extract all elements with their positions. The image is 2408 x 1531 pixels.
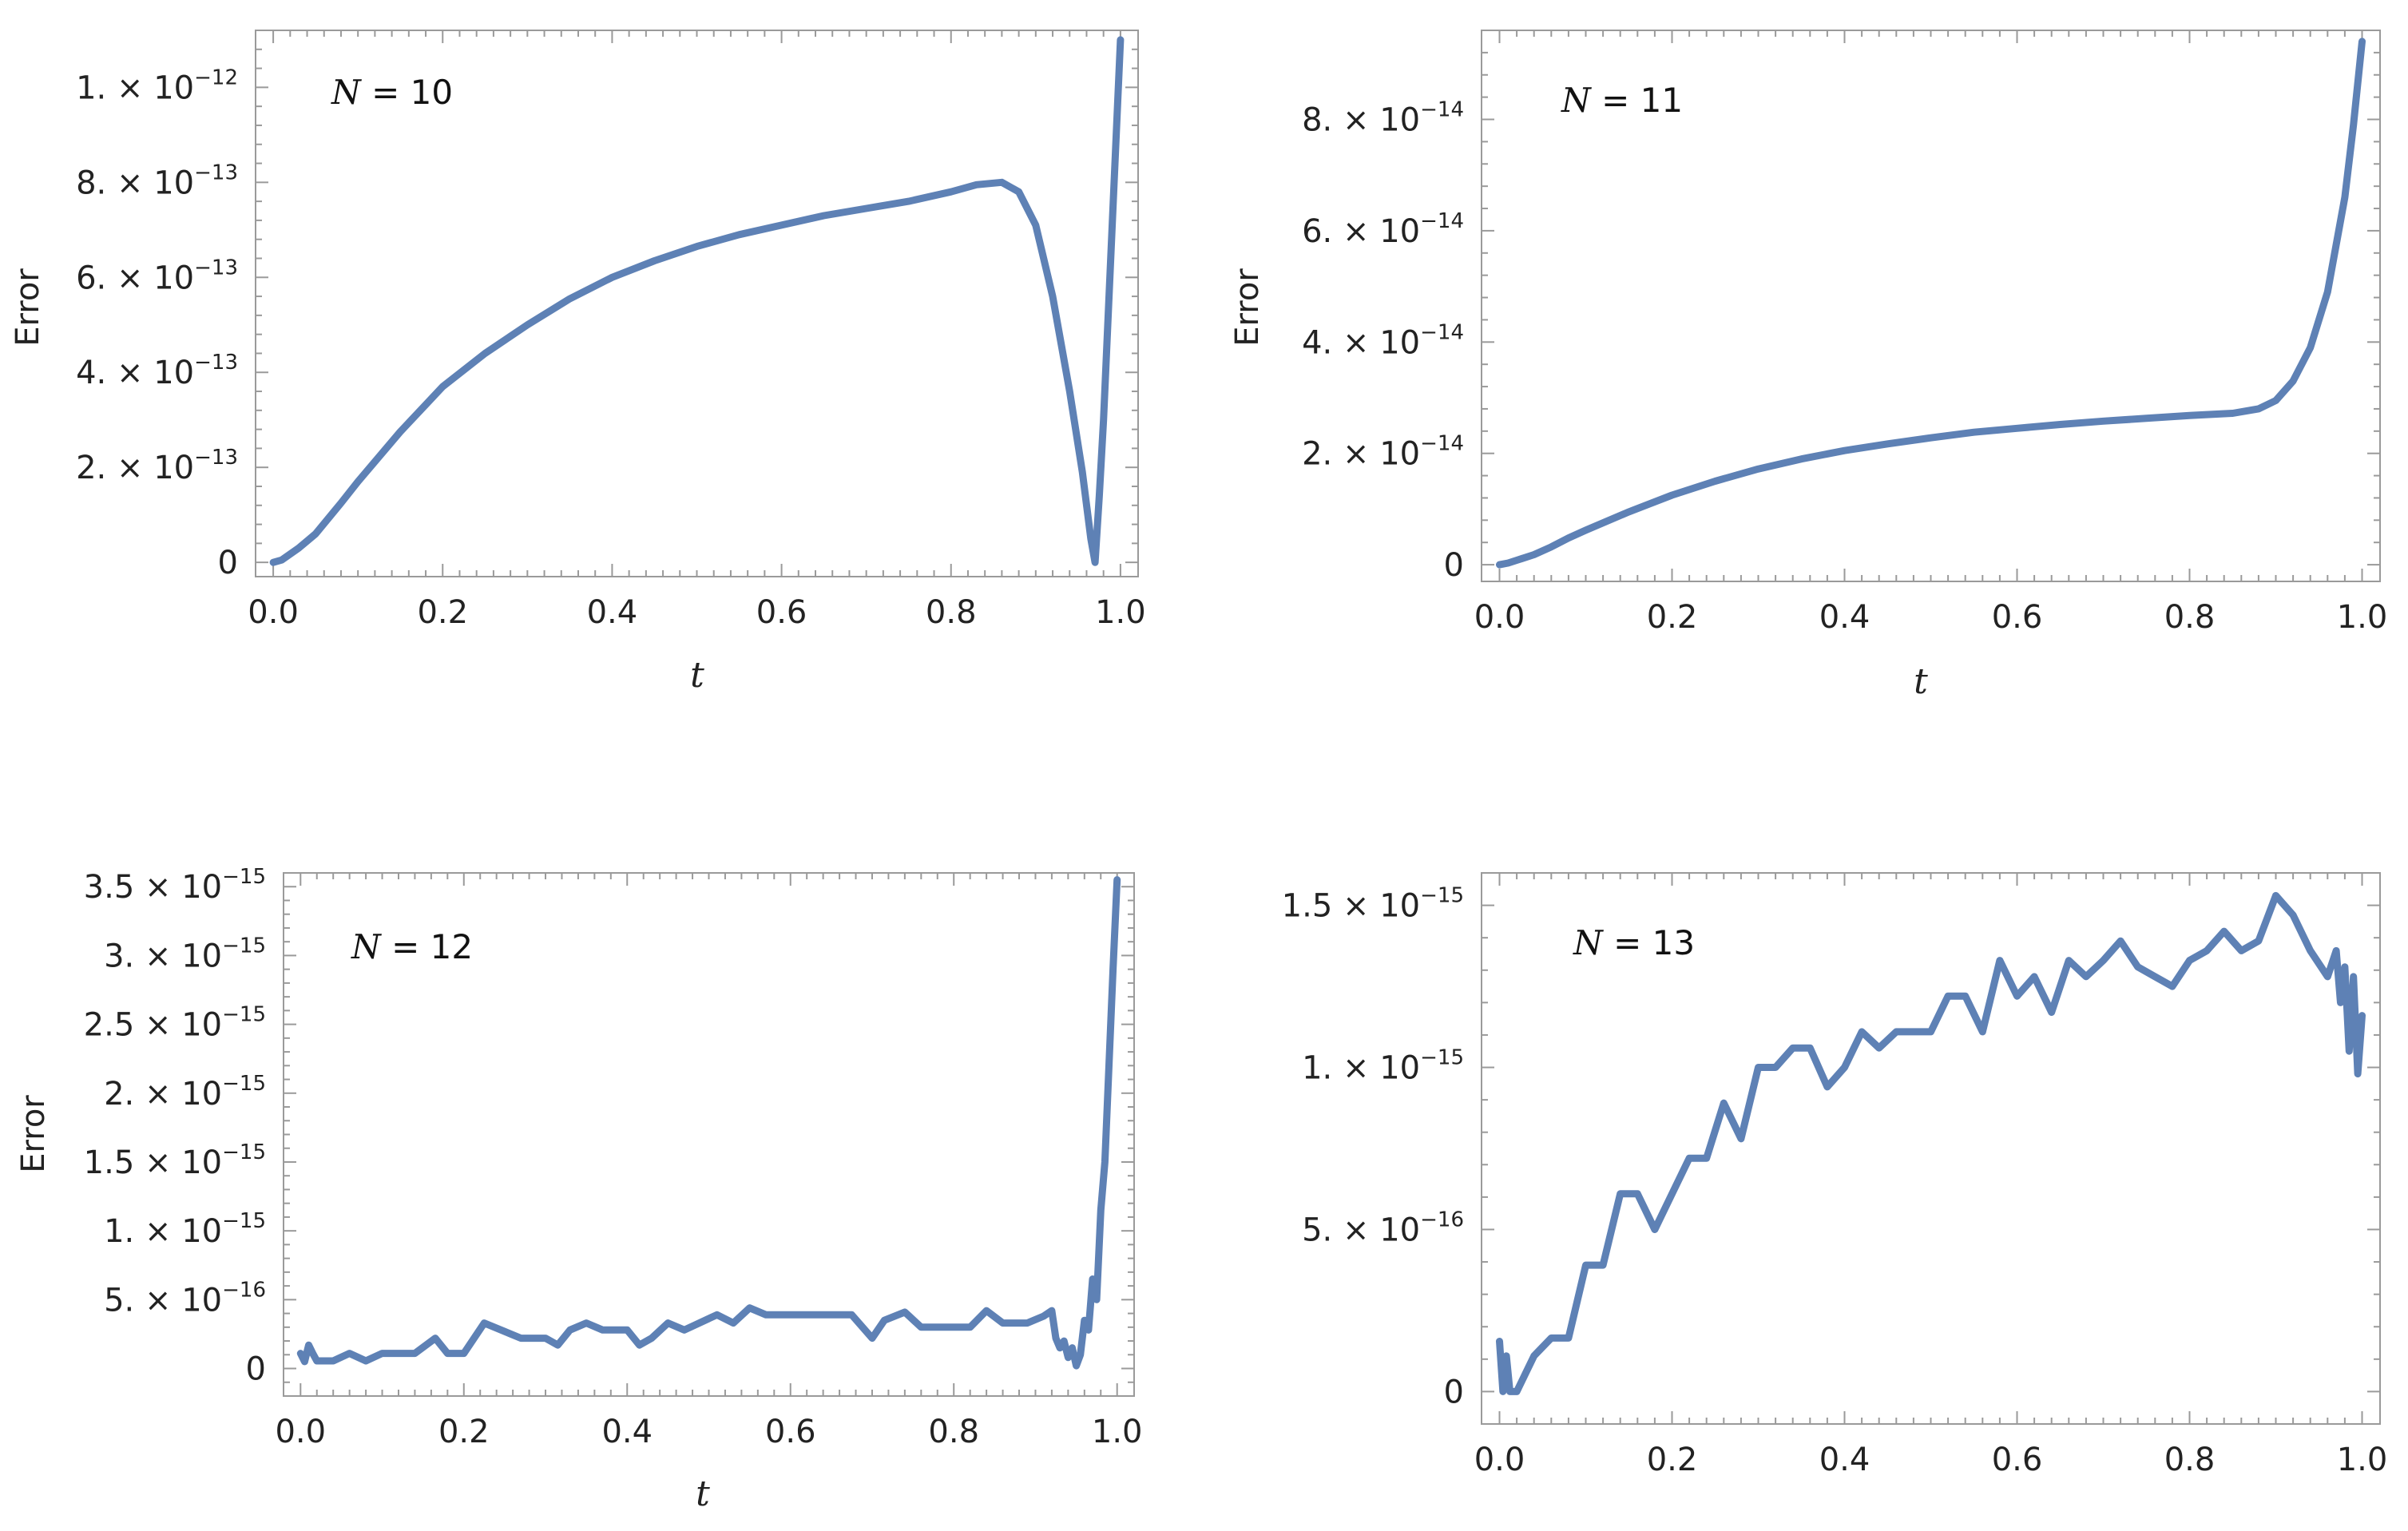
chart-panel-1: 0.0 0.2 0.4 0.6 0.8 1.0 0 2. × 10−13 4. × 10−13 6… [10,30,1146,696]
x-axis-label: t [690,655,704,696]
x-tick-label: 1.0 [2337,1442,2388,1478]
series-line [1496,38,2366,569]
y-tick-label: 0 [246,1351,266,1388]
series-line [269,36,1125,566]
y-tick-label: 1. × 10−15 [104,1209,266,1250]
y-tick-label: 4. × 10−13 [76,351,238,391]
x-axis-label: t [1914,661,1928,702]
x-tick-label: 1.0 [1095,594,1146,631]
panel-annotation: N = 13 [1573,923,1695,962]
y-tick-label: 5. × 10−16 [104,1278,266,1319]
y-axis-label: Error [15,1095,52,1173]
x-tick-label: 0.4 [601,1414,653,1450]
x-tick-label: 0.8 [2164,1442,2216,1478]
x-axis-label: t [696,1473,710,1514]
y-tick-label: 6. × 10−14 [1302,209,1464,250]
x-tick-label: 0.4 [1819,1442,1870,1478]
y-tick-label: 3. × 10−15 [104,934,266,974]
plot-frame [255,30,1139,577]
y-tick-label: 2. × 10−15 [104,1072,266,1113]
x-tick-label: 0.2 [1647,1442,1698,1478]
x-tick-label: 0.4 [1819,599,1870,636]
y-tick-label: 6. × 10−13 [76,256,238,296]
panel-annotation: N = 10 [331,73,453,112]
y-tick-label: 1.5 × 10−15 [1282,884,1464,925]
x-tick-label: 0.0 [1474,1442,1525,1478]
y-tick-label: 8. × 10−13 [76,161,238,201]
x-tick-label: 0.2 [1647,599,1698,636]
x-tick-label: 1.0 [2337,599,2388,636]
panel-annotation: N = 11 [1561,81,1683,120]
x-tick-label: 0.6 [765,1414,816,1450]
x-tick-label: 0.0 [248,594,299,631]
y-tick-label: 1. × 10−15 [1302,1046,1464,1087]
y-tick-label: 5. × 10−16 [1302,1208,1464,1248]
x-tick-label: 1.0 [1092,1414,1143,1450]
x-tick-label: 0.2 [438,1414,490,1450]
y-tick-label: 2.5 × 10−15 [84,1003,266,1044]
panel-annotation: N = 12 [351,927,473,966]
series-line [296,876,1121,1370]
y-tick-label: 3.5 × 10−15 [84,865,266,906]
y-tick-label: 1. × 10−12 [76,65,238,106]
x-tick-label: 0.6 [1992,599,2043,636]
y-axis-label: Error [10,268,46,347]
x-tick-label: 0.0 [1474,599,1525,636]
y-tick-label: 0 [1444,547,1464,584]
series-line [1496,891,2366,1395]
chart-panel-3: 0.0 0.2 0.4 0.6 0.8 1.0 0 5. × 10−16 1. × 10−15 1… [15,865,1143,1514]
y-tick-label: 0 [1444,1374,1464,1410]
x-tick-label: 0.6 [1992,1442,2043,1478]
y-tick-label: 0 [218,545,238,581]
x-tick-label: 0.8 [926,594,977,631]
chart-panel-4: 0.0 0.2 0.4 0.6 0.8 1.0 0 5. × 10−16 1. × 10−15 1… [1282,872,2388,1478]
y-tick-label: 2. × 10−13 [76,446,238,486]
x-tick-label: 0.8 [928,1414,979,1450]
x-tick-label: 0.8 [2164,599,2216,636]
x-tick-label: 0.4 [587,594,638,631]
x-tick-label: 0.0 [275,1414,326,1450]
y-tick-label: 2. × 10−14 [1302,432,1464,473]
y-tick-label: 1.5 × 10−15 [84,1140,266,1181]
y-tick-label: 4. × 10−14 [1302,320,1464,361]
y-tick-label: 8. × 10−14 [1302,98,1464,139]
chart-panel-2: 0.0 0.2 0.4 0.6 0.8 1.0 0 2. × 10−14 4. × 10−14 6… [1229,30,2387,702]
x-tick-label: 0.2 [417,594,468,631]
x-tick-label: 0.6 [756,594,807,631]
y-axis-label: Error [1229,268,1266,347]
